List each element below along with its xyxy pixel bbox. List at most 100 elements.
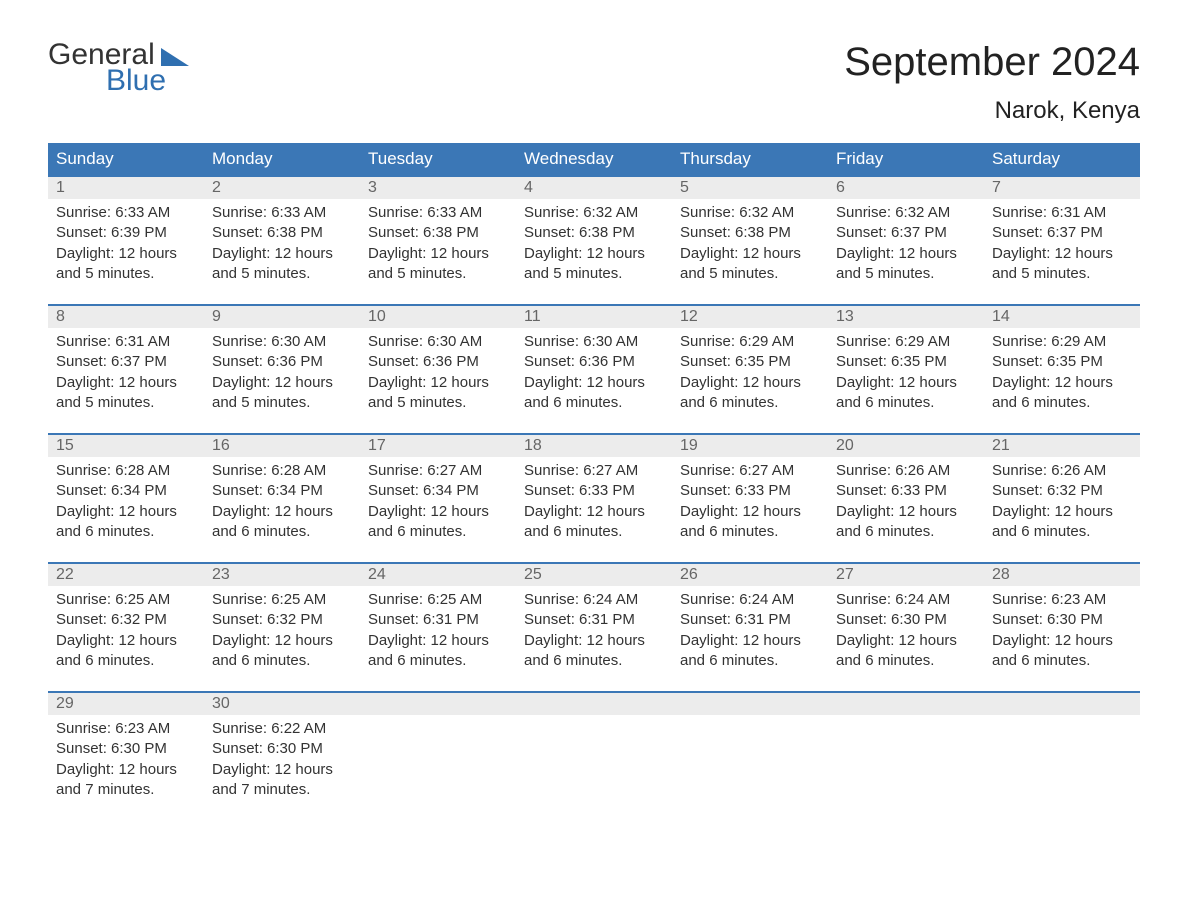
day-cell: Sunrise: 6:33 AMSunset: 6:39 PMDaylight:… xyxy=(48,199,204,284)
day-cell: Sunrise: 6:26 AMSunset: 6:32 PMDaylight:… xyxy=(984,457,1140,542)
day-number: 30 xyxy=(204,693,360,715)
day-content-row: Sunrise: 6:25 AMSunset: 6:32 PMDaylight:… xyxy=(48,586,1140,671)
day-sunset: Sunset: 6:37 PM xyxy=(992,223,1132,243)
day-number: 1 xyxy=(48,177,204,199)
day-d1: Daylight: 12 hours xyxy=(56,631,196,651)
day-d2: and 6 minutes. xyxy=(524,651,664,671)
day-number: 10 xyxy=(360,306,516,328)
day-sunrise: Sunrise: 6:31 AM xyxy=(56,332,196,352)
day-number: 9 xyxy=(204,306,360,328)
day-header-saturday: Saturday xyxy=(984,143,1140,175)
day-sunrise: Sunrise: 6:25 AM xyxy=(368,590,508,610)
day-number: 2 xyxy=(204,177,360,199)
day-d2: and 6 minutes. xyxy=(524,522,664,542)
day-sunset: Sunset: 6:38 PM xyxy=(368,223,508,243)
day-d2: and 6 minutes. xyxy=(680,651,820,671)
day-d2: and 6 minutes. xyxy=(524,393,664,413)
day-sunset: Sunset: 6:32 PM xyxy=(992,481,1132,501)
day-d2: and 5 minutes. xyxy=(368,393,508,413)
day-sunrise: Sunrise: 6:29 AM xyxy=(680,332,820,352)
day-sunset: Sunset: 6:36 PM xyxy=(524,352,664,372)
day-number: 29 xyxy=(48,693,204,715)
day-d2: and 5 minutes. xyxy=(680,264,820,284)
day-cell: Sunrise: 6:28 AMSunset: 6:34 PMDaylight:… xyxy=(48,457,204,542)
day-cell: Sunrise: 6:25 AMSunset: 6:31 PMDaylight:… xyxy=(360,586,516,671)
day-cell: Sunrise: 6:22 AMSunset: 6:30 PMDaylight:… xyxy=(204,715,360,800)
day-d1: Daylight: 12 hours xyxy=(212,631,352,651)
day-d1: Daylight: 12 hours xyxy=(524,631,664,651)
day-number: 5 xyxy=(672,177,828,199)
day-d2: and 6 minutes. xyxy=(836,522,976,542)
day-cell: Sunrise: 6:24 AMSunset: 6:31 PMDaylight:… xyxy=(516,586,672,671)
day-cell: Sunrise: 6:30 AMSunset: 6:36 PMDaylight:… xyxy=(204,328,360,413)
day-sunrise: Sunrise: 6:26 AM xyxy=(992,461,1132,481)
day-header-friday: Friday xyxy=(828,143,984,175)
calendar-week: 22232425262728Sunrise: 6:25 AMSunset: 6:… xyxy=(48,562,1140,671)
day-number-row: 1234567 xyxy=(48,175,1140,199)
day-sunrise: Sunrise: 6:27 AM xyxy=(368,461,508,481)
day-number: 16 xyxy=(204,435,360,457)
day-cell: Sunrise: 6:25 AMSunset: 6:32 PMDaylight:… xyxy=(48,586,204,671)
day-d2: and 6 minutes. xyxy=(992,522,1132,542)
calendar-week: 1234567Sunrise: 6:33 AMSunset: 6:39 PMDa… xyxy=(48,175,1140,284)
day-sunset: Sunset: 6:33 PM xyxy=(836,481,976,501)
day-sunrise: Sunrise: 6:33 AM xyxy=(56,203,196,223)
day-number: 12 xyxy=(672,306,828,328)
day-d1: Daylight: 12 hours xyxy=(56,760,196,780)
day-sunset: Sunset: 6:37 PM xyxy=(56,352,196,372)
day-d1: Daylight: 12 hours xyxy=(368,631,508,651)
day-sunset: Sunset: 6:32 PM xyxy=(56,610,196,630)
day-header-thursday: Thursday xyxy=(672,143,828,175)
day-number: 6 xyxy=(828,177,984,199)
day-content-row: Sunrise: 6:33 AMSunset: 6:39 PMDaylight:… xyxy=(48,199,1140,284)
day-sunset: Sunset: 6:32 PM xyxy=(212,610,352,630)
day-header-sunday: Sunday xyxy=(48,143,204,175)
day-sunset: Sunset: 6:38 PM xyxy=(524,223,664,243)
day-sunrise: Sunrise: 6:32 AM xyxy=(680,203,820,223)
day-d1: Daylight: 12 hours xyxy=(680,373,820,393)
day-number: 3 xyxy=(360,177,516,199)
day-number: 4 xyxy=(516,177,672,199)
day-sunset: Sunset: 6:36 PM xyxy=(212,352,352,372)
day-cell: Sunrise: 6:31 AMSunset: 6:37 PMDaylight:… xyxy=(984,199,1140,284)
day-sunset: Sunset: 6:34 PM xyxy=(368,481,508,501)
day-cell: Sunrise: 6:26 AMSunset: 6:33 PMDaylight:… xyxy=(828,457,984,542)
day-sunrise: Sunrise: 6:30 AM xyxy=(212,332,352,352)
day-sunset: Sunset: 6:38 PM xyxy=(212,223,352,243)
day-sunrise: Sunrise: 6:25 AM xyxy=(212,590,352,610)
day-d1: Daylight: 12 hours xyxy=(212,244,352,264)
day-d1: Daylight: 12 hours xyxy=(992,244,1132,264)
day-cell: Sunrise: 6:29 AMSunset: 6:35 PMDaylight:… xyxy=(828,328,984,413)
day-d1: Daylight: 12 hours xyxy=(212,373,352,393)
day-number: 8 xyxy=(48,306,204,328)
day-sunset: Sunset: 6:38 PM xyxy=(680,223,820,243)
day-d2: and 7 minutes. xyxy=(56,780,196,800)
day-number xyxy=(828,693,984,715)
day-cell: Sunrise: 6:29 AMSunset: 6:35 PMDaylight:… xyxy=(984,328,1140,413)
day-cell: Sunrise: 6:33 AMSunset: 6:38 PMDaylight:… xyxy=(204,199,360,284)
day-d2: and 5 minutes. xyxy=(368,264,508,284)
day-d2: and 5 minutes. xyxy=(836,264,976,284)
title-block: September 2024 Narok, Kenya xyxy=(844,40,1140,125)
day-number xyxy=(984,693,1140,715)
day-header-monday: Monday xyxy=(204,143,360,175)
day-sunset: Sunset: 6:31 PM xyxy=(680,610,820,630)
day-d2: and 6 minutes. xyxy=(368,651,508,671)
day-sunrise: Sunrise: 6:22 AM xyxy=(212,719,352,739)
day-number: 25 xyxy=(516,564,672,586)
day-sunrise: Sunrise: 6:24 AM xyxy=(836,590,976,610)
day-d2: and 5 minutes. xyxy=(56,264,196,284)
day-number: 7 xyxy=(984,177,1140,199)
day-d1: Daylight: 12 hours xyxy=(836,244,976,264)
day-sunset: Sunset: 6:30 PM xyxy=(212,739,352,759)
day-cell: Sunrise: 6:32 AMSunset: 6:38 PMDaylight:… xyxy=(672,199,828,284)
day-d1: Daylight: 12 hours xyxy=(992,373,1132,393)
day-number: 19 xyxy=(672,435,828,457)
day-d2: and 5 minutes. xyxy=(992,264,1132,284)
day-sunrise: Sunrise: 6:32 AM xyxy=(836,203,976,223)
day-d2: and 6 minutes. xyxy=(836,651,976,671)
day-d2: and 6 minutes. xyxy=(992,393,1132,413)
day-number xyxy=(672,693,828,715)
day-number: 13 xyxy=(828,306,984,328)
day-d1: Daylight: 12 hours xyxy=(524,244,664,264)
